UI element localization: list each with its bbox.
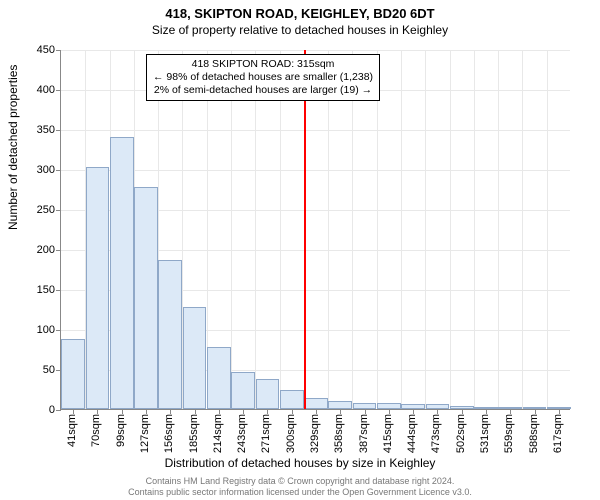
x-tick-label: 329sqm [309, 414, 321, 453]
y-tick-mark [56, 410, 61, 411]
gridline-vertical [498, 50, 499, 409]
x-tick-label: 300sqm [285, 414, 297, 453]
gridline-horizontal [61, 170, 570, 171]
histogram-bar [401, 404, 425, 409]
gridline-vertical [425, 50, 426, 409]
y-tick-label: 200 [15, 244, 55, 256]
histogram-bar [547, 407, 571, 409]
x-tick-label: 502sqm [455, 414, 467, 453]
y-tick-label: 250 [15, 204, 55, 216]
x-tick-label: 559sqm [503, 414, 515, 453]
y-tick-mark [56, 250, 61, 251]
gridline-vertical [280, 50, 281, 409]
x-tick-label: 617sqm [552, 414, 564, 453]
x-tick-label: 415sqm [382, 414, 394, 453]
x-tick-label: 70sqm [90, 414, 102, 447]
histogram-bar [158, 260, 182, 409]
chart-title: 418, SKIPTON ROAD, KEIGHLEY, BD20 6DT [0, 0, 600, 21]
y-tick-label: 0 [15, 404, 55, 416]
histogram-bar [450, 406, 474, 409]
y-tick-mark [56, 330, 61, 331]
gridline-horizontal [61, 50, 570, 51]
gridline-vertical [547, 50, 548, 409]
y-tick-label: 400 [15, 84, 55, 96]
x-tick-label: 531sqm [479, 414, 491, 453]
x-tick-label: 99sqm [115, 414, 127, 447]
annotation-line: ← 98% of detached houses are smaller (1,… [153, 71, 373, 84]
annotation-callout: 418 SKIPTON ROAD: 315sqm← 98% of detache… [146, 54, 380, 101]
histogram-bar [207, 347, 231, 409]
y-tick-label: 300 [15, 164, 55, 176]
gridline-horizontal [61, 130, 570, 131]
histogram-bar [280, 390, 304, 409]
x-tick-label: 271sqm [260, 414, 272, 453]
x-tick-label: 444sqm [406, 414, 418, 453]
histogram-bar [498, 407, 522, 409]
histogram-bar [183, 307, 207, 409]
x-tick-label: 473sqm [430, 414, 442, 453]
histogram-bar [426, 404, 450, 409]
gridline-vertical [352, 50, 353, 409]
y-tick-label: 100 [15, 324, 55, 336]
x-tick-label: 214sqm [212, 414, 224, 453]
y-tick-label: 350 [15, 124, 55, 136]
footer-attribution: Contains HM Land Registry data © Crown c… [0, 476, 600, 498]
x-tick-label: 588sqm [528, 414, 540, 453]
histogram-bar [377, 403, 401, 409]
y-tick-mark [56, 130, 61, 131]
gridline-vertical [328, 50, 329, 409]
y-tick-mark [56, 290, 61, 291]
x-tick-label: 358sqm [333, 414, 345, 453]
gridline-vertical [522, 50, 523, 409]
property-size-marker [304, 50, 306, 409]
histogram-bar [61, 339, 85, 409]
x-tick-label: 387sqm [358, 414, 370, 453]
x-tick-label: 185sqm [188, 414, 200, 453]
histogram-bar [304, 398, 328, 409]
y-tick-mark [56, 170, 61, 171]
footer-line-1: Contains HM Land Registry data © Crown c… [146, 476, 455, 486]
y-tick-label: 150 [15, 284, 55, 296]
histogram-bar [231, 372, 255, 409]
gridline-vertical [450, 50, 451, 409]
x-tick-label: 156sqm [163, 414, 175, 453]
histogram-bar [110, 137, 134, 409]
x-axis-label: Distribution of detached houses by size … [0, 456, 600, 470]
annotation-line: 418 SKIPTON ROAD: 315sqm [153, 58, 373, 71]
y-tick-label: 450 [15, 44, 55, 56]
y-tick-mark [56, 50, 61, 51]
gridline-vertical [474, 50, 475, 409]
x-tick-label: 127sqm [139, 414, 151, 453]
y-tick-mark [56, 90, 61, 91]
histogram-bar [523, 407, 547, 409]
gridline-vertical [377, 50, 378, 409]
histogram-bar [474, 407, 498, 409]
histogram-bar [86, 167, 110, 409]
plot-area: 418 SKIPTON ROAD: 315sqm← 98% of detache… [60, 50, 570, 410]
gridline-vertical [401, 50, 402, 409]
x-tick-label: 243sqm [236, 414, 248, 453]
gridline-vertical [255, 50, 256, 409]
footer-line-2: Contains public sector information licen… [128, 487, 472, 497]
gridline-vertical [231, 50, 232, 409]
y-tick-mark [56, 210, 61, 211]
histogram-bar [328, 401, 352, 409]
histogram-bar [256, 379, 280, 409]
annotation-line: 2% of semi-detached houses are larger (1… [153, 84, 373, 97]
histogram-bar [353, 403, 377, 409]
x-tick-label: 41sqm [66, 414, 78, 447]
histogram-bar [134, 187, 158, 409]
chart-subtitle: Size of property relative to detached ho… [0, 23, 600, 37]
y-tick-label: 50 [15, 364, 55, 376]
